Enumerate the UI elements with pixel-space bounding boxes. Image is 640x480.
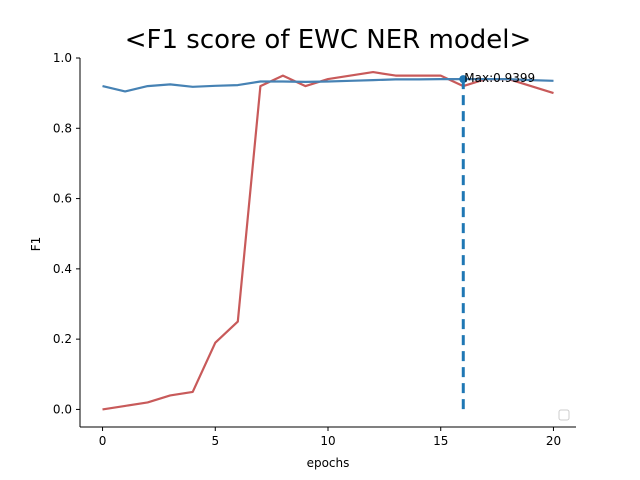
y-tick-label: 1.0 bbox=[53, 51, 72, 65]
legend-box bbox=[558, 409, 570, 421]
max-marker-point bbox=[459, 75, 468, 84]
y-tick-label: 0.2 bbox=[53, 332, 72, 346]
y-tick-label: 0.0 bbox=[53, 402, 72, 416]
chart-title: <F1 score of EWC NER model> bbox=[125, 25, 532, 55]
plot-area: 0 5 10 15 20 0.0 0.2 0.4 0.6 0.8 1.0 Max:0.9399 bbox=[53, 51, 576, 448]
y-tick-label: 0.4 bbox=[53, 262, 72, 276]
series-line-1 bbox=[102, 70, 554, 411]
x-tick-label: 15 bbox=[433, 434, 448, 448]
x-tick-label: 5 bbox=[211, 434, 219, 448]
x-tick-label: 20 bbox=[546, 434, 561, 448]
x-axis-label: epochs bbox=[307, 456, 350, 470]
x-tick-label: 0 bbox=[99, 434, 107, 448]
max-annotation-label: Max:0.9399 bbox=[464, 71, 535, 85]
y-tick-label: 0.6 bbox=[53, 192, 72, 206]
y-tick-label: 0.8 bbox=[53, 121, 72, 135]
y-axis-label: F1 bbox=[29, 237, 43, 252]
x-tick-label: 10 bbox=[320, 434, 335, 448]
series-line-2 bbox=[102, 77, 554, 93]
